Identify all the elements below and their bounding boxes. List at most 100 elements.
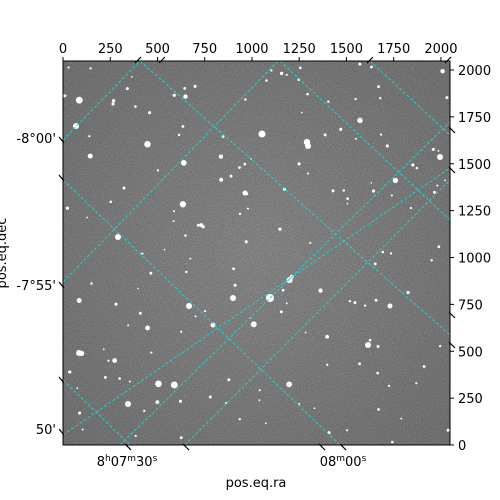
star — [75, 96, 83, 104]
top-minor-tick — [444, 56, 452, 64]
star — [342, 189, 346, 192]
star-field — [63, 62, 450, 444]
bottom-tick — [318, 443, 326, 451]
star — [285, 73, 288, 76]
star — [238, 166, 241, 169]
star — [107, 359, 110, 362]
star — [128, 380, 131, 383]
star — [387, 303, 393, 309]
star — [323, 133, 327, 137]
star — [297, 162, 301, 166]
grid-line — [63, 167, 450, 436]
star — [143, 409, 146, 412]
star — [346, 202, 349, 205]
bottom-tick-label: 08m00s — [320, 454, 367, 470]
star — [433, 190, 436, 194]
star — [377, 408, 380, 411]
top-tick-label: 2000 — [424, 42, 457, 57]
star — [178, 399, 182, 403]
star — [184, 234, 187, 237]
star — [437, 149, 440, 152]
star — [265, 79, 268, 82]
star — [446, 428, 450, 432]
star — [243, 162, 247, 166]
star — [155, 380, 162, 388]
right-minor-tick — [448, 166, 456, 174]
star — [242, 190, 248, 196]
grid-line — [63, 379, 131, 445]
star — [326, 363, 329, 366]
star — [155, 400, 160, 404]
star — [111, 98, 116, 103]
star — [306, 172, 310, 175]
star — [134, 434, 137, 438]
right-minor-tick — [448, 126, 456, 134]
star — [238, 417, 241, 421]
bottom-tick-label: 8h07m30s — [97, 454, 158, 470]
bottom-axis: 8h07m30s 08m00s pos.eq.ra — [97, 443, 367, 491]
right-tick-label: 500 — [458, 345, 483, 360]
star — [230, 295, 236, 301]
top-tick-label: 1250 — [283, 42, 316, 57]
star — [125, 87, 129, 91]
star — [339, 127, 343, 131]
left-tick — [58, 174, 65, 182]
grid-line — [119, 121, 450, 445]
star — [145, 325, 150, 331]
star — [387, 384, 391, 388]
star — [208, 395, 212, 399]
star — [440, 69, 445, 74]
star — [229, 174, 233, 178]
star — [186, 303, 192, 309]
star — [172, 220, 175, 223]
star — [358, 62, 362, 66]
star — [389, 252, 393, 255]
star — [232, 267, 235, 271]
star — [258, 130, 266, 138]
image-vignette — [63, 61, 450, 445]
star — [264, 422, 267, 425]
star — [390, 440, 394, 444]
right-minor-tick — [448, 341, 456, 349]
top-tick-label: 250 — [98, 42, 123, 57]
star — [304, 331, 307, 334]
star — [409, 206, 412, 210]
star — [238, 212, 242, 216]
right-tick-label: 750 — [458, 298, 483, 313]
star — [122, 186, 126, 190]
star — [179, 201, 187, 208]
top-axis: 0 250 500 750 1000 1250 1500 1750 2000 — [59, 42, 457, 64]
right-tick-label: 250 — [458, 392, 483, 407]
star — [199, 223, 204, 228]
grid-line — [139, 61, 450, 336]
bottom-tick — [339, 443, 347, 451]
star — [286, 276, 293, 284]
star — [137, 287, 139, 290]
grid-line — [369, 61, 450, 136]
left-tick-label: 50' — [36, 423, 56, 438]
star — [172, 210, 176, 213]
star — [170, 381, 178, 389]
star — [415, 166, 419, 170]
star — [189, 257, 192, 260]
right-tick-label: 2000 — [458, 64, 491, 79]
grid-line — [63, 179, 341, 445]
star — [374, 298, 378, 302]
star — [286, 381, 293, 388]
star — [180, 330, 183, 333]
star — [203, 310, 207, 313]
star — [379, 133, 383, 136]
star — [353, 301, 357, 305]
star — [444, 179, 446, 182]
star — [376, 371, 380, 375]
star — [87, 153, 93, 159]
plot-frame — [62, 60, 451, 446]
star — [67, 66, 70, 69]
star — [373, 262, 377, 266]
star — [348, 299, 352, 303]
star — [76, 350, 82, 356]
star — [309, 241, 312, 244]
star — [227, 378, 231, 382]
bottom-tick — [124, 443, 132, 451]
